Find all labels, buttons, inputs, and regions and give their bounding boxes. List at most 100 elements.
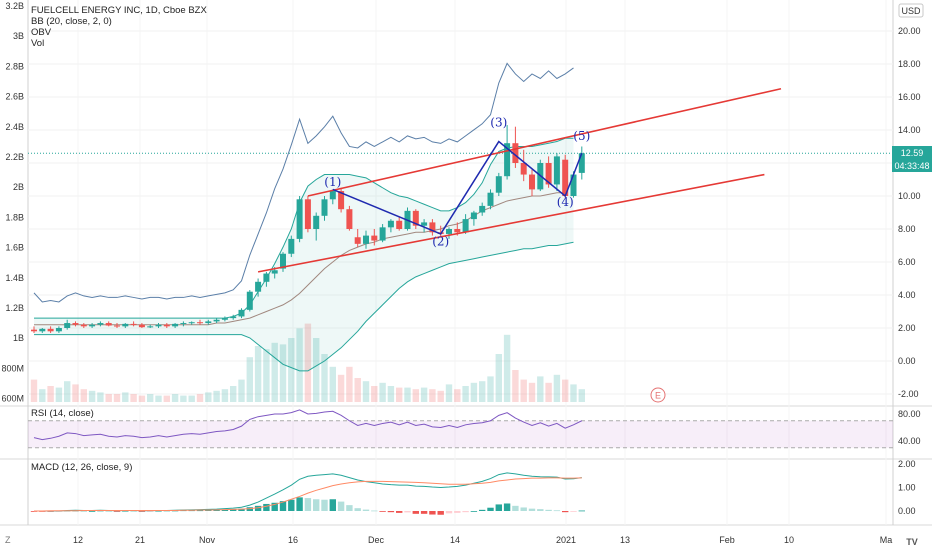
macd-tick: 1.00 <box>898 483 916 493</box>
macd-histogram-bar <box>487 508 493 511</box>
candle-body <box>64 323 70 328</box>
volume-bar <box>545 383 551 402</box>
obv-tick: 1.2B <box>5 303 24 313</box>
candle-body <box>247 292 253 310</box>
candle <box>247 290 253 311</box>
volume-bar <box>172 394 178 402</box>
candle-body <box>288 239 294 254</box>
macd-histogram-bar <box>421 511 427 514</box>
macd-histogram-bar <box>537 509 543 511</box>
price-tick: 6.00 <box>898 257 916 267</box>
macd-label: MACD (12, 26, close, 9) <box>31 462 132 473</box>
obv-tick: 800M <box>1 363 24 373</box>
candle-body <box>313 216 319 229</box>
candle-body <box>214 320 220 322</box>
price-tick: 16.00 <box>898 92 921 102</box>
volume-bar <box>512 370 518 402</box>
obv-tick: 3.2B <box>5 1 24 11</box>
macd-histogram-bar <box>429 511 435 515</box>
candle-body <box>380 227 386 240</box>
obv-tick: 1.4B <box>5 273 24 283</box>
candle-body <box>297 199 303 239</box>
macd-histogram-bar <box>106 511 112 512</box>
macd-histogram-bar <box>579 511 585 512</box>
volume-bar <box>31 380 37 402</box>
price-tick: 10.00 <box>898 191 921 201</box>
candle-body <box>164 325 170 327</box>
tradingview-logo-text: TV <box>906 537 918 547</box>
time-tick: 12 <box>73 535 83 545</box>
price-pane[interactable]: (1) (2) (3) (4) (5) <box>28 63 893 402</box>
candle <box>346 206 352 231</box>
candle-body <box>48 329 54 331</box>
candle-body <box>446 229 452 234</box>
volume-bar <box>579 389 585 402</box>
macd-histogram-bar <box>313 499 319 511</box>
macd-histogram-bar <box>396 511 402 513</box>
candle-body <box>363 236 369 244</box>
obv-tick: 600M <box>1 394 24 404</box>
macd-histogram-bar <box>296 497 302 511</box>
volume-bar <box>371 386 377 402</box>
candle-body <box>97 323 103 325</box>
candle-body <box>272 270 278 273</box>
rsi-pane[interactable] <box>28 410 893 448</box>
candle-body <box>421 222 427 225</box>
volume-bar <box>487 376 493 402</box>
volume-bar <box>521 380 527 402</box>
candle-body <box>346 209 352 229</box>
tradingview-logo: TV <box>906 537 918 547</box>
macd-histogram-bar <box>371 511 377 512</box>
candle-body <box>255 282 261 292</box>
wave-label: (3) <box>490 116 507 130</box>
volume-bar <box>39 389 45 402</box>
volume-bar <box>421 388 427 402</box>
volume-bar <box>197 394 203 402</box>
svg-text:Z: Z <box>5 535 11 545</box>
price-tick: 20.00 <box>898 26 921 36</box>
volume-bar <box>64 381 70 402</box>
candle-body <box>114 326 120 327</box>
volume-bar <box>106 394 112 402</box>
bar-countdown: 04:33:48 <box>894 161 929 171</box>
candle-body <box>396 221 402 229</box>
candle-body <box>463 219 469 232</box>
event-marker[interactable]: E <box>651 388 665 402</box>
macd-histogram-bar <box>81 511 87 512</box>
candle-body <box>39 329 45 331</box>
time-tick: 16 <box>288 535 298 545</box>
volume-bar <box>429 389 435 402</box>
price-tick: 0.00 <box>898 356 916 366</box>
macd-histogram-bar <box>471 511 477 512</box>
obv-tick: 2.8B <box>5 61 24 71</box>
macd-tick: 0.00 <box>898 506 916 516</box>
volume-bar <box>330 367 336 402</box>
rsi-tick: 80.00 <box>898 409 921 419</box>
wave-label: (2) <box>432 235 449 249</box>
timezone-button[interactable]: Z <box>5 535 11 545</box>
macd-pane[interactable] <box>31 473 585 515</box>
volume-bar <box>537 376 543 402</box>
macd-histogram-bar <box>288 500 294 511</box>
volume-bar <box>446 384 452 402</box>
volume-bar <box>255 346 261 402</box>
axes: 20.0018.0016.0014.0012.0010.008.006.004.… <box>1 1 920 545</box>
macd-histogram-bar <box>355 508 361 511</box>
obv-tick: 3B <box>13 31 24 41</box>
last-price-tag: 12.59 04:33:48 <box>892 146 932 172</box>
candle-body <box>197 322 203 323</box>
macd-tick: 2.00 <box>898 459 916 469</box>
candle-body <box>305 199 311 229</box>
currency-button[interactable]: USD <box>899 4 923 17</box>
volume-bar <box>554 375 560 402</box>
price-tick: -2.00 <box>898 389 919 399</box>
macd-histogram-bar <box>562 511 568 512</box>
volume-bar <box>562 380 568 402</box>
time-tick: Dec <box>368 535 385 545</box>
obv-tick: 2.4B <box>5 122 24 132</box>
macd-histogram-bar <box>462 511 468 512</box>
candle-body <box>355 237 361 244</box>
candle-body <box>189 322 195 323</box>
macd-histogram-bar <box>496 504 502 511</box>
